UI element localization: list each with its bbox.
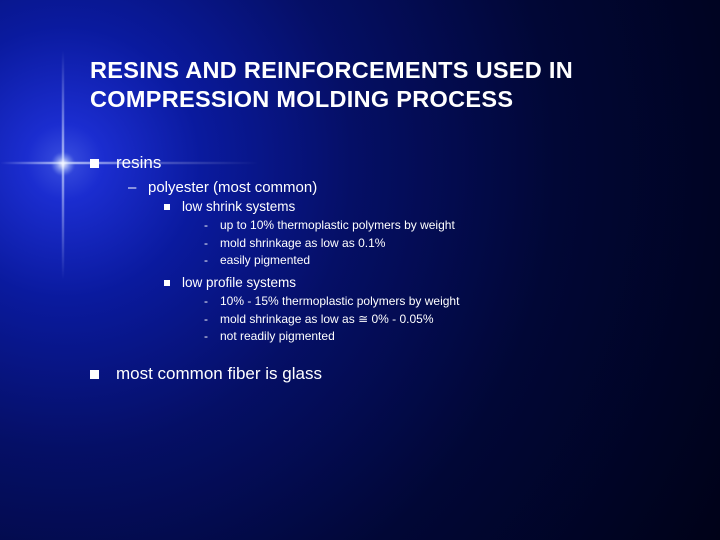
- lens-flare-core: [51, 152, 75, 176]
- bullet-polyester: polyester (most common) low shrink syste…: [126, 179, 680, 345]
- lens-flare-vertical: [62, 50, 64, 280]
- bullet-text: most common fiber is glass: [116, 364, 322, 383]
- bullet-item: mold shrinkage as low as ≅ 0% - 0.05%: [200, 311, 680, 328]
- bullet-item: up to 10% thermoplastic polymers by weig…: [200, 217, 680, 234]
- bullet-text: polyester (most common): [148, 179, 317, 196]
- bullet-item: 10% - 15% thermoplastic polymers by weig…: [200, 293, 680, 310]
- bullet-text: low profile systems: [182, 275, 296, 290]
- bullet-low-profile: low profile systems 10% - 15% thermoplas…: [162, 275, 680, 345]
- bullet-text: resins: [116, 153, 161, 172]
- bullet-low-shrink: low shrink systems up to 10% thermoplast…: [162, 199, 680, 269]
- bullet-glass-fiber: most common fiber is glass: [90, 364, 680, 384]
- bullet-item: easily pigmented: [200, 252, 680, 269]
- bullet-item: not readily pigmented: [200, 328, 680, 345]
- bullet-list-lvl4: 10% - 15% thermoplastic polymers by weig…: [182, 293, 680, 345]
- slide-content: RESINS AND REINFORCEMENTS USED IN COMPRE…: [90, 56, 680, 392]
- bullet-list-lvl4: up to 10% thermoplastic polymers by weig…: [182, 217, 680, 269]
- bullet-item: mold shrinkage as low as 0.1%: [200, 235, 680, 252]
- bullet-list-lvl1: resins polyester (most common) low shrin…: [90, 153, 680, 383]
- bullet-resins: resins polyester (most common) low shrin…: [90, 153, 680, 345]
- slide-title: RESINS AND REINFORCEMENTS USED IN COMPRE…: [90, 56, 680, 113]
- bullet-list-lvl2: polyester (most common) low shrink syste…: [116, 179, 680, 345]
- bullet-list-lvl3: low shrink systems up to 10% thermoplast…: [148, 199, 680, 345]
- bullet-text: low shrink systems: [182, 199, 295, 214]
- slide-background: RESINS AND REINFORCEMENTS USED IN COMPRE…: [0, 0, 720, 540]
